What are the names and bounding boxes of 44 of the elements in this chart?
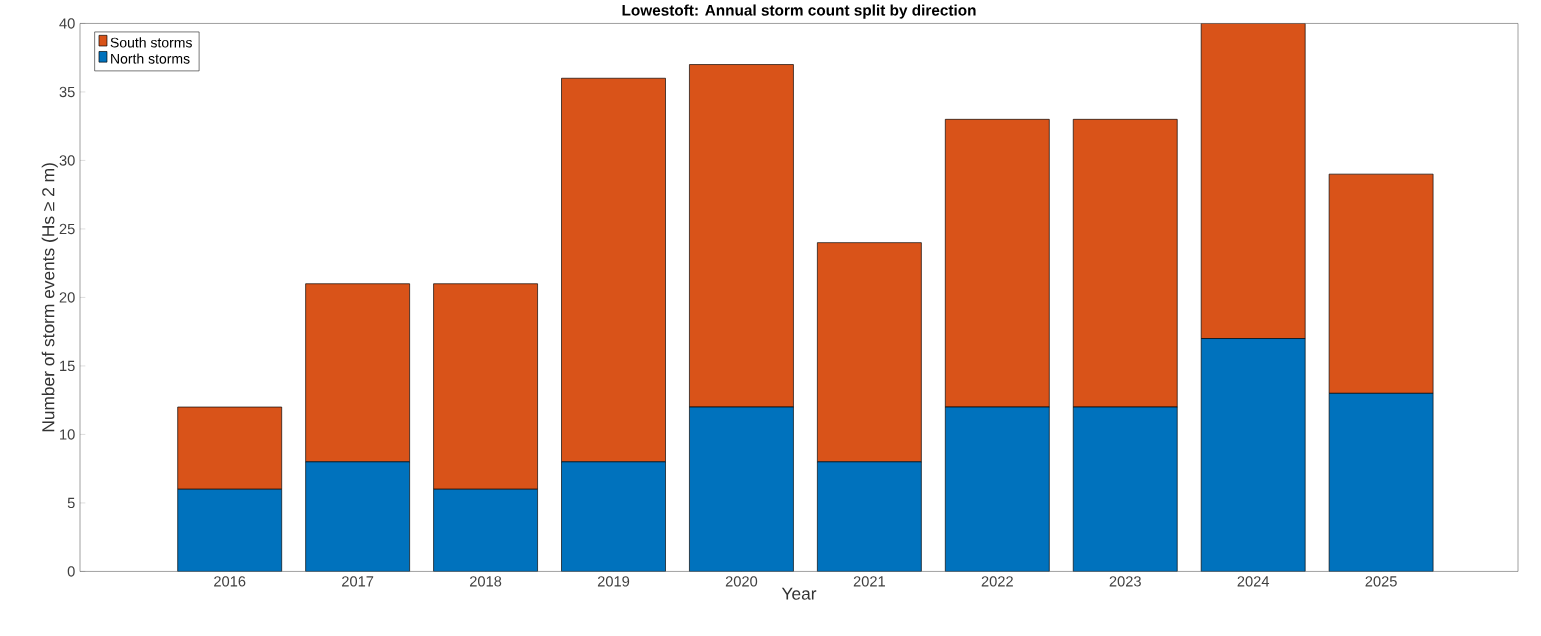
y-tick-label: 25 [59, 223, 75, 234]
x-tick-label: 2024 [1237, 575, 1270, 587]
bar [561, 461, 666, 572]
x-tick-label: 2017 [342, 575, 374, 587]
bar [1328, 392, 1434, 572]
bar [561, 77, 666, 462]
y-tick-label: 15 [60, 360, 75, 371]
bar [689, 63, 794, 408]
chart-title: Lowestoft: Annual storm count split by direction [622, 4, 976, 19]
bar [1328, 173, 1434, 394]
bar [177, 489, 282, 572]
bar [689, 406, 794, 572]
bar [433, 283, 538, 490]
x-tick-label: 2018 [469, 575, 502, 587]
x-axis-title: Year [781, 587, 817, 600]
y-tick-label: 30 [59, 155, 75, 166]
bar [1072, 118, 1178, 408]
bar [945, 406, 1050, 572]
x-tick-label: 2023 [1109, 575, 1141, 587]
x-tick-label: 2022 [981, 575, 1013, 587]
bar [433, 489, 538, 572]
legend-label: South storms [110, 37, 192, 48]
bar [1201, 338, 1306, 572]
x-tick-label: 2021 [853, 575, 885, 587]
bar [305, 461, 410, 572]
bar [944, 118, 1050, 408]
y-tick-label: 5 [67, 497, 75, 508]
x-tick-label: 2016 [214, 575, 246, 587]
y-tick-label: 35 [59, 86, 75, 97]
bar [1200, 23, 1306, 339]
x-tick-label: 2019 [597, 575, 630, 587]
bar [817, 242, 922, 462]
bar [817, 461, 922, 572]
y-tick-label: 10 [60, 429, 75, 440]
y-tick-label: 0 [67, 566, 75, 577]
x-tick-label: 2020 [725, 575, 758, 587]
y-tick-label: 40 [59, 18, 75, 29]
legend-label: North storms [111, 53, 190, 64]
x-tick-label: 2025 [1365, 575, 1397, 587]
y-tick-label: 20 [59, 292, 75, 303]
bar [1073, 406, 1178, 572]
bar [177, 406, 283, 490]
y-axis-title: Number of storm events (Hs ≥ 2 m) [41, 163, 58, 432]
bar [305, 283, 410, 462]
